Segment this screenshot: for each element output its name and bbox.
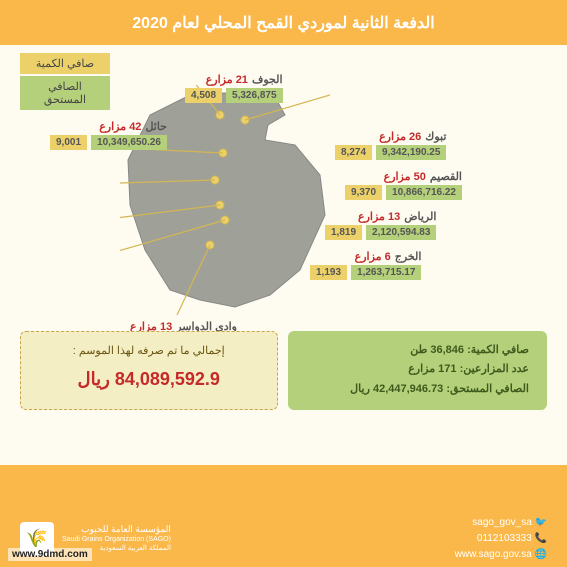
region-tabuk: تبوك 26 مزارع 9,342,190.258,274	[335, 130, 446, 160]
legend-quantity: صافي الكمية	[20, 53, 110, 74]
infographic-container: الدفعة الثانية لموردي القمح المحلي لعام …	[0, 0, 567, 567]
main-content: صافي الكمية الصافي المستحق	[0, 45, 567, 465]
page-title: الدفعة الثانية لموردي القمح المحلي لعام …	[132, 13, 434, 33]
title-bar: الدفعة الثانية لموردي القمح المحلي لعام …	[0, 0, 567, 45]
watermark: www.9dmd.com	[8, 548, 92, 561]
region-jouf: الجوف 21 مزارع 5,326,8754,508	[185, 73, 283, 103]
legend-due: الصافي المستحق	[20, 76, 110, 110]
region-kharj: الخرج 6 مزارع 1,263,715.171,193	[310, 250, 421, 280]
summary-grand-total: إجمالي ما تم صرفه لهذا الموسم : 84,089,5…	[20, 331, 278, 410]
region-riyadh: الرياض 13 مزارع 2,120,594.831,819	[325, 210, 436, 240]
summary-totals: صافي الكمية: 36,846 طن عدد المزارعين: 17…	[288, 331, 548, 410]
contact-info: 🐦 sago_gov_sa 📞 0112103333 🌐 www.sago.go…	[455, 515, 547, 563]
region-qassim: القصيم 50 مزارع 10,866,716.229,370	[345, 170, 462, 200]
summary-row: صافي الكمية: 36,846 طن عدد المزارعين: 17…	[0, 331, 567, 410]
legend: صافي الكمية الصافي المستحق	[20, 53, 110, 110]
region-hail: حائل 42 مزارع 10,349,650.269,001	[50, 120, 167, 150]
